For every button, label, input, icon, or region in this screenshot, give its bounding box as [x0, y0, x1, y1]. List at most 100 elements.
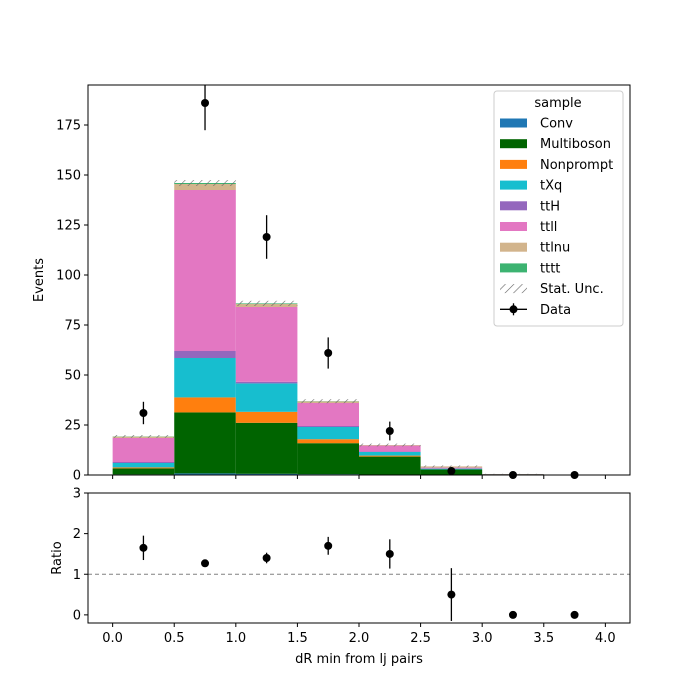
legend-swatch-nonprompt	[500, 159, 527, 169]
ratio-point-1	[201, 559, 210, 568]
bar-conv-bin-1	[174, 473, 236, 475]
ratio-point-7	[570, 610, 579, 619]
legend-label-tth: ttH	[540, 199, 560, 214]
legend-swatch-tttt	[500, 263, 527, 273]
legend-swatch-conv	[500, 118, 527, 128]
ratio-y-tick-label-3: 3	[73, 487, 81, 502]
data-point-4	[385, 427, 394, 435]
legend-label-txq: tXq	[540, 179, 562, 194]
bar-conv-bin-2	[235, 473, 298, 475]
top-y-tick-label-4: 100	[56, 269, 81, 284]
legend-label-ttll: ttll	[540, 220, 557, 235]
legend-label-stat-unc: Stat. Unc.	[540, 282, 604, 297]
top-panel-bars	[112, 183, 606, 475]
top-y-tick-label-0: 0	[73, 469, 81, 484]
legend-items: Conv Multiboson Nonprompt tXq ttH ttll ttlnu tt…	[500, 117, 613, 318]
bar-tth-bin-1	[174, 351, 236, 358]
legend-data-marker	[509, 305, 518, 314]
ratio-y-axis-label: Ratio	[50, 541, 65, 574]
ratio-point-5	[447, 590, 456, 599]
bar-ttlnu-bin-1	[174, 184, 236, 190]
bar-multiboson-bin-1	[174, 412, 236, 474]
bar-txq-bin-4	[359, 452, 421, 456]
bar-txq-bin-3	[297, 427, 359, 440]
data-point-1	[201, 99, 210, 107]
ratio-point-4	[385, 549, 394, 558]
top-panel-data-points	[139, 85, 579, 479]
x-tick-label-6: 3.0	[472, 631, 493, 646]
bar-nonprompt-bin-0	[112, 467, 175, 469]
legend: sample Conv Multiboson Nonprompt tXq ttH ttll…	[493, 90, 624, 327]
bar-ttll-bin-1	[174, 190, 236, 351]
ratio-point-2	[262, 554, 271, 562]
ratio-point-6	[508, 610, 517, 619]
bar-multiboson-bin-2	[235, 422, 298, 474]
legend-swatch-txq	[500, 180, 527, 190]
ratio-point-0	[139, 543, 148, 552]
bar-nonprompt-bin-2	[235, 411, 298, 423]
top-y-tick-label-2: 50	[64, 369, 81, 384]
data-point-5	[447, 467, 456, 475]
top-y-tick-label-3: 75	[64, 319, 81, 334]
bar-multiboson-bin-3	[297, 443, 359, 475]
top-panel-axes: 0 25 50 75 100 125 150 175	[56, 119, 606, 484]
legend-swatch-tth	[500, 201, 527, 211]
stat-unc-bin-3	[297, 399, 359, 404]
ratio-panel-content	[88, 535, 630, 621]
stat-unc-bin-1	[174, 180, 236, 186]
legend-swatch-ttlnu	[500, 242, 527, 252]
ratio-y-tick-label-1: 1	[73, 568, 81, 583]
bar-multiboson-bin-0	[112, 468, 175, 475]
legend-swatch-ttll	[500, 222, 527, 231]
legend-label-tttt: tttt	[540, 261, 560, 276]
data-point-0	[139, 409, 148, 417]
bar-ttll-bin-3	[297, 403, 359, 426]
legend-label-multiboson: Multiboson	[540, 137, 611, 152]
x-tick-label-1: 0.5	[164, 631, 185, 646]
bar-ttll-bin-0	[112, 438, 175, 462]
legend-swatch-stat-unc	[500, 284, 527, 294]
ratio-panel-axes: 0.0 0.5 1.0 1.5 2.0 2.5 3.0 3.5 4.0 0 1 2 3	[73, 487, 616, 647]
x-tick-label-3: 1.5	[287, 631, 308, 646]
stat-unc-bin-4	[359, 443, 421, 447]
bar-txq-bin-0	[112, 463, 175, 468]
top-y-tick-label-5: 125	[56, 219, 81, 234]
x-tick-label-0: 0.0	[102, 631, 123, 646]
bar-multiboson-bin-4	[359, 456, 421, 475]
bar-nonprompt-bin-3	[297, 439, 359, 444]
bar-ttll-bin-2	[235, 307, 298, 382]
ratio-point-3	[324, 541, 333, 550]
legend-label-conv: Conv	[540, 117, 573, 132]
top-y-tick-label-1: 25	[64, 419, 81, 434]
legend-swatch-multiboson	[500, 139, 527, 149]
legend-label-ttlnu: ttlnu	[540, 241, 570, 256]
ratio-y-tick-label-0: 0	[73, 608, 81, 623]
data-point-2	[262, 233, 271, 241]
x-tick-label-4: 2.0	[349, 631, 370, 646]
bar-ttll-bin-4	[359, 445, 421, 452]
bar-tth-bin-3	[297, 426, 359, 427]
legend-label-data: Data	[540, 303, 571, 318]
bar-tth-bin-0	[112, 462, 175, 463]
x-tick-label-8: 4.0	[595, 631, 616, 646]
top-y-tick-label-6: 150	[56, 169, 81, 184]
bar-txq-bin-1	[174, 358, 236, 398]
data-point-3	[324, 349, 333, 357]
top-y-axis-label: Events	[32, 258, 47, 302]
stat-unc-bin-0	[112, 435, 175, 438]
bar-tth-bin-2	[235, 381, 298, 384]
x-axis-label: dR min from lj pairs	[295, 652, 423, 667]
legend-title: sample	[534, 96, 581, 111]
bar-nonprompt-bin-1	[174, 397, 236, 413]
bar-txq-bin-2	[235, 383, 298, 412]
x-tick-label-5: 2.5	[410, 631, 431, 646]
ratio-y-tick-label-2: 2	[73, 527, 81, 542]
top-y-tick-label-7: 175	[56, 119, 81, 134]
stat-unc-bin-2	[235, 300, 298, 306]
legend-label-nonprompt: Nonprompt	[540, 158, 613, 173]
x-tick-label-2: 1.0	[225, 631, 246, 646]
bar-nonprompt-bin-4	[359, 455, 421, 457]
x-tick-label-7: 3.5	[533, 631, 554, 646]
stat-unc-bin-5	[420, 465, 483, 468]
